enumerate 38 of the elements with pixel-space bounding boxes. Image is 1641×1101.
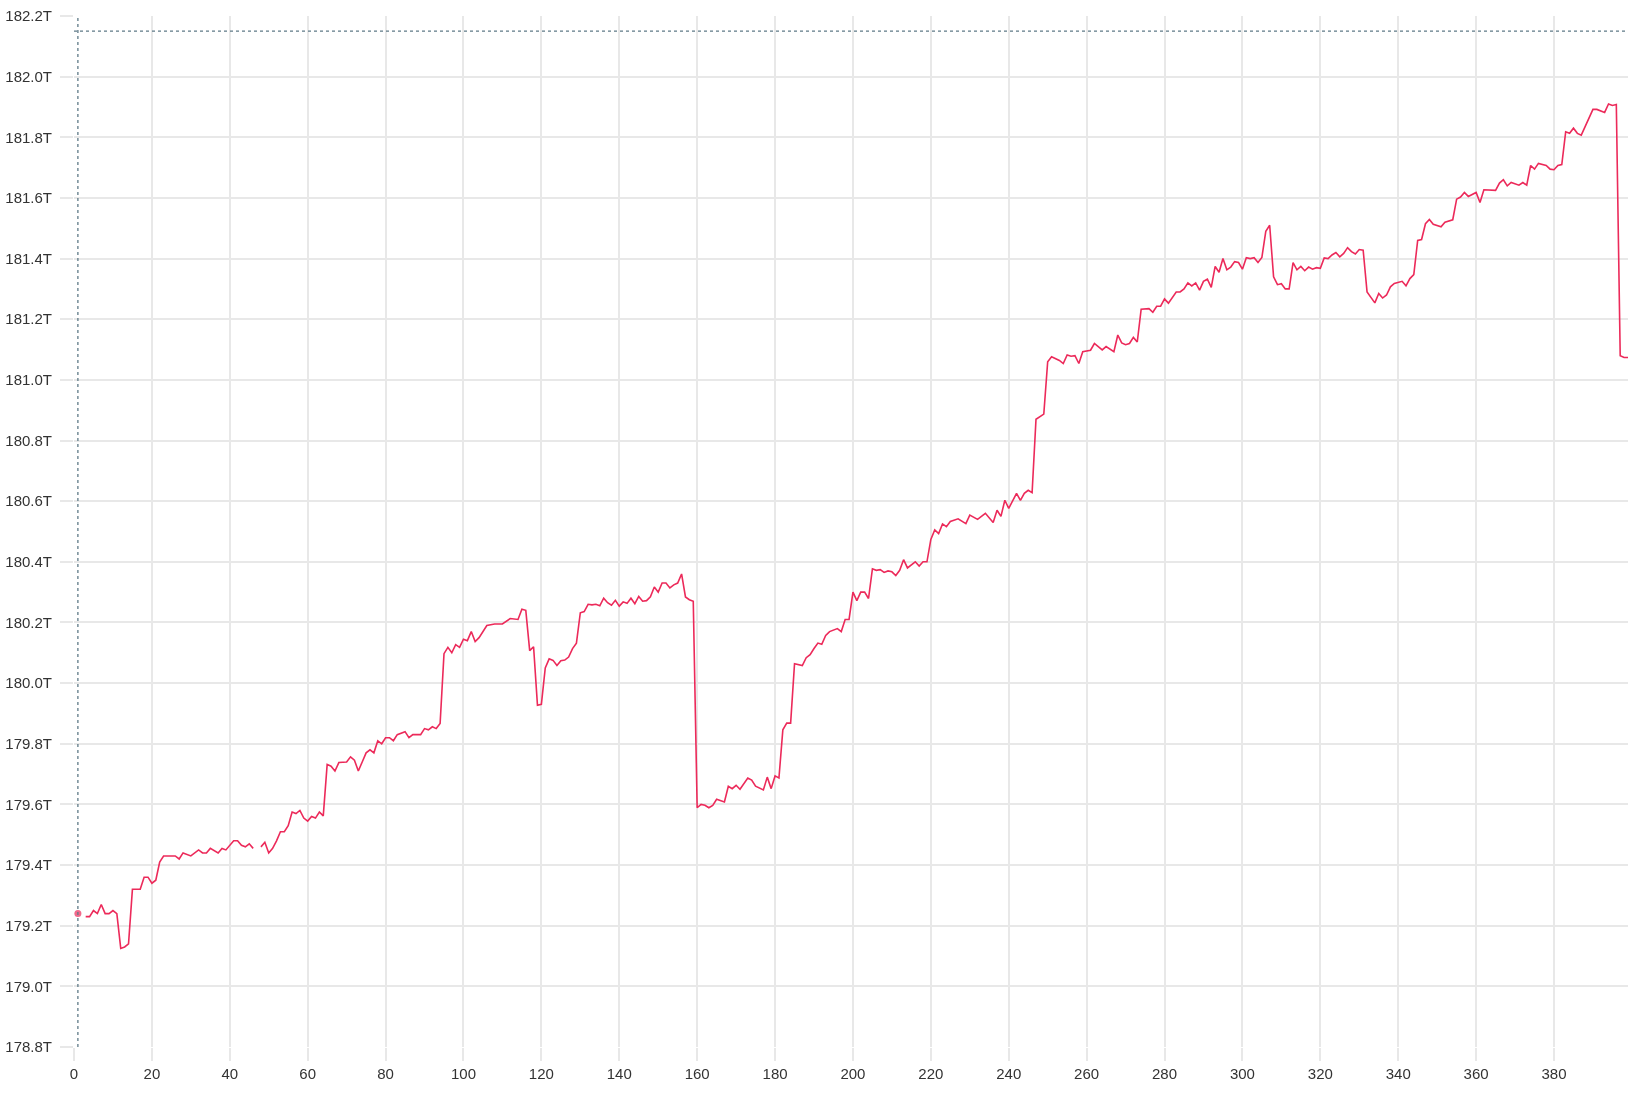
x-tick-label: 340 [1385, 1065, 1411, 1082]
x-tick-label: 360 [1463, 1065, 1489, 1082]
x-tick-label: 80 [377, 1065, 394, 1082]
y-tick-label: 181.0T [5, 371, 52, 389]
y-tick-label: 180.4T [5, 553, 52, 571]
y-tick-label: 178.8T [5, 1038, 52, 1056]
y-tick-label: 179.6T [5, 795, 52, 813]
x-tick-label: 20 [143, 1065, 161, 1082]
x-tick-label: 40 [221, 1065, 239, 1082]
y-tick-label: 180.2T [5, 613, 52, 631]
y-tick-label: 179.4T [5, 856, 52, 874]
x-tick-label: 140 [606, 1065, 632, 1082]
x-tick-label: 280 [1152, 1065, 1178, 1082]
x-tick-label: 240 [996, 1065, 1022, 1082]
y-tick-label: 182.0T [5, 67, 52, 85]
x-tick-label: 180 [762, 1065, 788, 1082]
x-tick-label: 200 [840, 1065, 866, 1082]
x-tick-label: 120 [528, 1065, 554, 1082]
x-tick-label: 300 [1229, 1065, 1255, 1082]
y-tick-label: 179.8T [5, 735, 52, 753]
y-tick-label: 179.0T [5, 977, 52, 995]
x-tick-label: 260 [1074, 1065, 1100, 1082]
x-tick-label: 0 [69, 1065, 79, 1082]
y-tick-label: 180.8T [5, 431, 52, 449]
x-tick-label: 160 [684, 1065, 710, 1082]
y-tick-label: 180.0T [5, 674, 52, 692]
y-tick-label: 180.6T [5, 492, 52, 510]
y-tick-label: 181.4T [5, 249, 52, 267]
y-tick-label: 181.2T [5, 310, 52, 328]
x-tick-label: 320 [1307, 1065, 1333, 1082]
x-tick-label: 60 [299, 1065, 317, 1082]
y-tick-label: 181.8T [5, 128, 52, 146]
x-tick-label: 220 [918, 1065, 944, 1082]
x-tick-label: 380 [1541, 1065, 1567, 1082]
y-tick-label: 182.2T [5, 7, 52, 25]
x-tick-label: 100 [450, 1065, 476, 1082]
y-tick-label: 181.6T [5, 189, 52, 207]
y-tick-label: 179.2T [5, 916, 52, 934]
